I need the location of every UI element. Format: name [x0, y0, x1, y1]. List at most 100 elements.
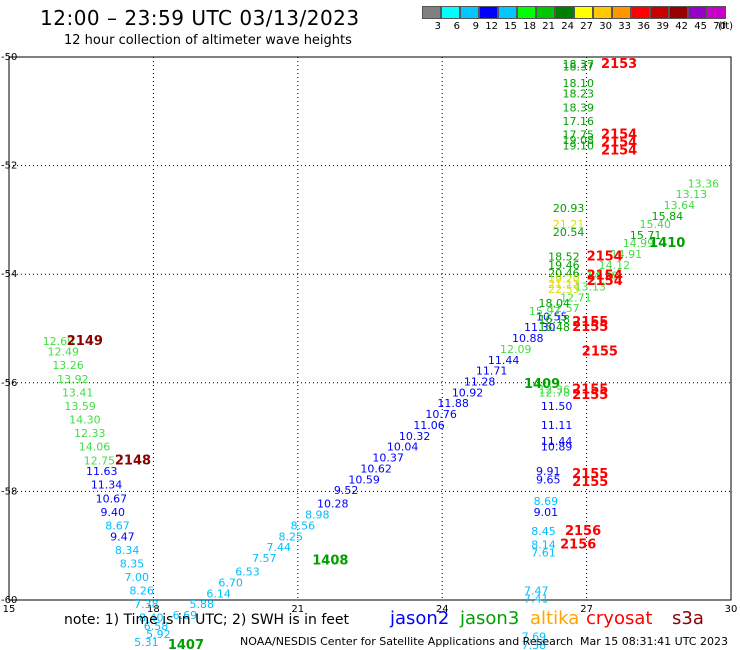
- wave-height-point: 7.69: [522, 631, 547, 644]
- wave-height-point: 8.67: [105, 519, 129, 532]
- wave-height-point: 13.26: [52, 359, 84, 372]
- pass-id-label: 2156: [565, 524, 601, 539]
- wave-height-point: 21.21: [553, 218, 585, 231]
- wave-height-point: 10.32: [399, 430, 431, 443]
- wave-height-point: 18.52: [548, 251, 580, 264]
- wave-height-point: 8.98: [305, 509, 330, 522]
- wave-height-point: 11.28: [464, 376, 496, 389]
- color-legend-label: 30: [599, 21, 612, 32]
- wave-height-point: 12.75: [84, 454, 116, 467]
- color-legend-swatch: [574, 6, 593, 19]
- wave-height-point: 9.65: [536, 473, 561, 486]
- color-legend-swatch: [650, 6, 669, 19]
- y-tick-label: -60: [1, 595, 17, 606]
- x-tick-label: 15: [3, 604, 16, 615]
- wave-height-point: 18.37: [563, 61, 595, 74]
- wave-height-point: 10.59: [348, 473, 380, 486]
- wave-height-point: 10.67: [96, 492, 128, 505]
- wave-height-point: 8.45: [531, 525, 556, 538]
- color-legend-label: 9: [472, 21, 479, 32]
- wave-height-point: 5.92: [146, 628, 171, 641]
- pass-id-label: 2148: [115, 453, 151, 468]
- wave-height-point: 12.78: [538, 386, 570, 399]
- wave-height-point: 14.06: [79, 441, 111, 454]
- wave-height-point: 10.88: [512, 332, 544, 345]
- wave-height-point: 11.44: [488, 354, 519, 367]
- pass-id-label: 2154: [587, 274, 623, 289]
- wave-height-point: 6.69: [173, 609, 198, 622]
- satellite-jason2: jason2: [390, 608, 450, 629]
- color-legend-label: 39: [656, 21, 669, 32]
- satellite-altika: altika: [530, 608, 580, 629]
- color-legend-labels: 3 6 9 12 15 18 21 24 27 30 33 36 39 42 45 70: [422, 21, 726, 32]
- color-legend: [422, 6, 726, 19]
- wave-height-point: 7.61: [531, 547, 556, 560]
- color-legend-swatch: [517, 6, 536, 19]
- chart-title: 12:00 – 23:59 UTC 03/13/2023: [40, 6, 360, 30]
- wave-height-point: 5.31: [134, 636, 159, 649]
- wave-height-point: 18.23: [563, 88, 595, 101]
- color-legend-label: 6: [453, 21, 460, 32]
- chart-subtitle: 12 hour collection of altimeter wave hei…: [64, 33, 352, 48]
- wave-height-point: 11.71: [476, 365, 508, 378]
- wave-height-point: 8.40: [139, 612, 164, 625]
- wave-height-point: 16.18: [538, 313, 570, 326]
- pass-id-label: 2154: [601, 144, 637, 159]
- color-legend-label: 21: [542, 21, 555, 32]
- wave-height-point: 11.63: [86, 465, 118, 478]
- pass-id-label: 2154: [601, 127, 637, 142]
- pass-id-label: 2155: [572, 320, 608, 335]
- pass-id-label: 1410: [649, 236, 685, 251]
- wave-height-point: 7.41: [524, 593, 549, 606]
- wave-height-point: 11.11: [541, 419, 573, 432]
- pass-id-label: 1407: [168, 638, 204, 650]
- color-legend-label: 27: [580, 21, 593, 32]
- color-legend-label: 70: [713, 21, 726, 32]
- plot-frame: [8, 56, 732, 601]
- wave-height-point: 6.14: [206, 587, 231, 600]
- wave-height-point: 9.52: [334, 484, 359, 497]
- color-legend-swatch: [688, 6, 707, 19]
- color-legend-label: 45: [694, 21, 707, 32]
- wave-height-point: 10.37: [372, 452, 404, 465]
- pass-id-label: 2149: [67, 334, 103, 349]
- wave-height-point: 15.97: [529, 305, 561, 318]
- wave-height-point: 14.38: [587, 270, 619, 283]
- color-legend-swatch: [422, 6, 441, 19]
- wave-height-point: 14.99: [623, 237, 655, 250]
- y-tick-label: -56: [1, 378, 17, 389]
- wave-height-point: 9.01: [534, 506, 559, 519]
- color-legend-label: 18: [523, 21, 536, 32]
- color-legend-swatch: [707, 6, 726, 19]
- wave-height-point: 10.28: [317, 498, 349, 511]
- footer-credit: NOAA/NESDIS Center for Satellite Applica…: [240, 635, 574, 648]
- wave-height-point: 8.35: [120, 557, 145, 570]
- pass-id-label: 1408: [312, 554, 348, 569]
- wave-height-point: 11.06: [413, 419, 445, 432]
- wave-height-point: 15.84: [652, 210, 684, 223]
- wave-height-point: 14.30: [69, 414, 101, 427]
- x-tick-label: 27: [580, 604, 593, 615]
- wave-height-point: 15.40: [640, 218, 672, 231]
- wave-height-point: 7.38: [522, 639, 547, 650]
- pass-id-label: 2155: [572, 383, 608, 398]
- wave-height-point: 8.25: [279, 530, 304, 543]
- wave-height-point: 12.57: [548, 302, 580, 315]
- wave-height-point: 7.38: [134, 598, 159, 611]
- wave-height-point: 19.20: [548, 272, 580, 285]
- wave-height-point: 12.49: [48, 346, 80, 359]
- wave-height-point: 11.30: [524, 321, 556, 334]
- y-tick-label: -54: [1, 269, 17, 280]
- pass-id-label: 2153: [601, 57, 637, 72]
- pass-id-label: 2155: [572, 467, 608, 482]
- color-legend-swatch: [631, 6, 650, 19]
- wave-height-point: 20.46: [548, 267, 580, 280]
- x-tick-label: 24: [436, 604, 449, 615]
- wave-height-point: 6.70: [218, 576, 243, 589]
- wave-height-point: 6.53: [235, 566, 260, 579]
- color-legend-label: 33: [618, 21, 631, 32]
- wave-height-point: 10.89: [541, 441, 573, 454]
- color-legend-swatch: [555, 6, 574, 19]
- x-tick-label: 30: [725, 604, 738, 615]
